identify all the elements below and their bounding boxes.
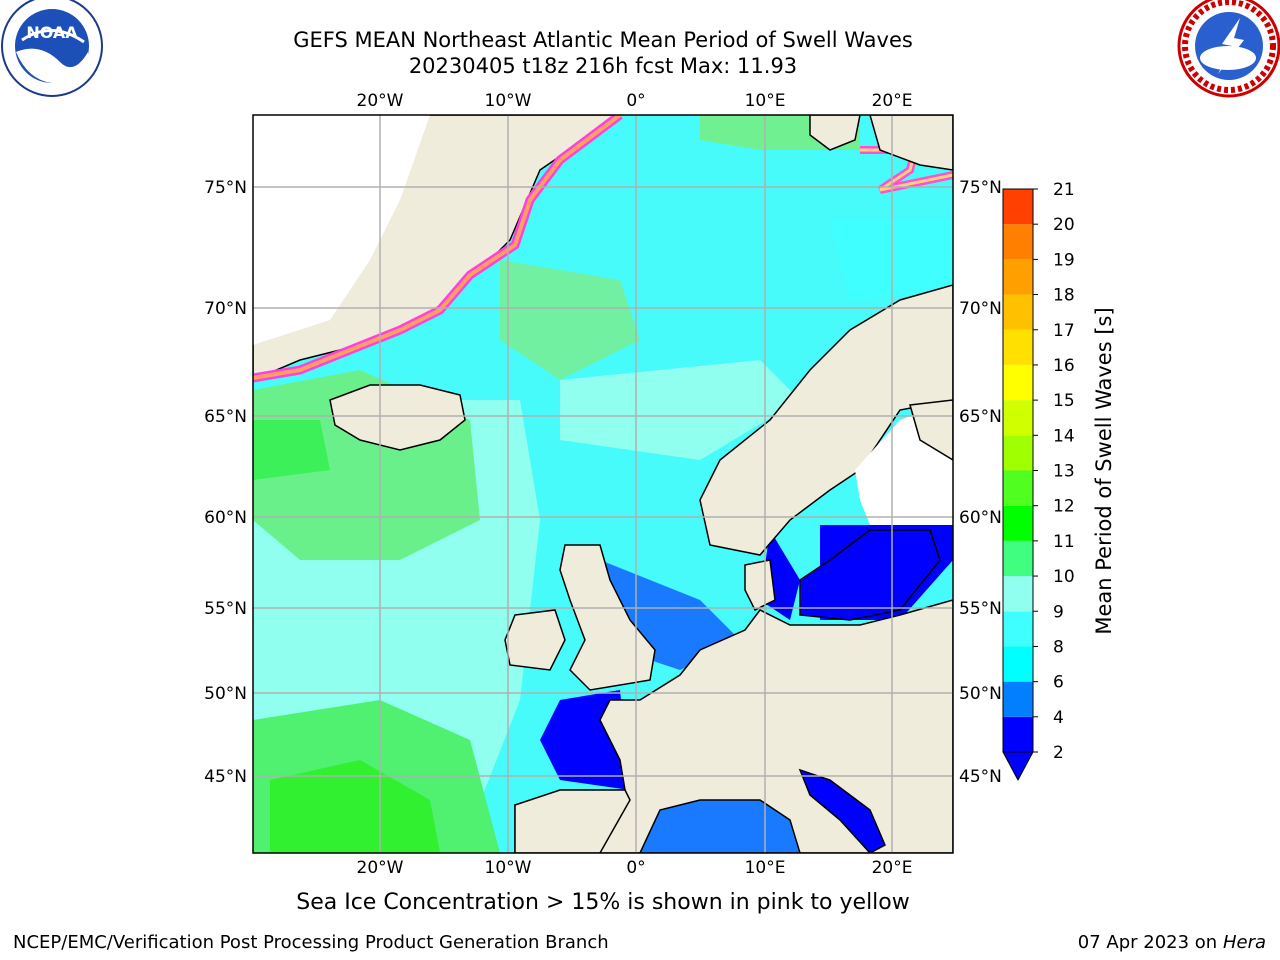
colorbar-segment	[1003, 329, 1033, 365]
colorbar-tick-label: 15	[1053, 391, 1075, 411]
colorbar-segment	[1003, 224, 1033, 260]
lon-label-bottom: 10°W	[485, 858, 532, 878]
lat-label-right: 70°N	[959, 299, 1002, 319]
colorbar-tick-label: 16	[1053, 356, 1075, 376]
colorbar-tick-label: 9	[1053, 602, 1064, 622]
lat-label-left: 60°N	[204, 508, 247, 528]
colorbar-segment	[1003, 400, 1033, 436]
colorbar-tick-label: 10	[1053, 567, 1075, 587]
colorbar-tick-label: 14	[1053, 426, 1075, 446]
lon-label-top: 0°	[626, 91, 645, 111]
noaa-logo: NOAA	[1, 0, 103, 97]
graticule	[253, 115, 953, 853]
colorbar-segment	[1003, 259, 1033, 295]
lat-labels-left: 75°N 70°N 65°N 60°N 55°N 50°N 45°N	[204, 178, 247, 787]
colorbar-segment	[1003, 540, 1033, 577]
colorbar-segment	[1003, 681, 1033, 717]
colorbar-segment	[1003, 646, 1033, 682]
land-scandinavia	[699, 284, 953, 556]
colorbar-segment	[1003, 364, 1033, 401]
lat-label-left: 70°N	[204, 299, 247, 319]
lon-label-bottom: 10°E	[745, 858, 786, 878]
noaa-logo-text: NOAA	[26, 23, 78, 42]
colorbar-tick-label: 17	[1053, 321, 1075, 341]
colorbar-segment	[1003, 189, 1033, 225]
lon-label-top: 10°E	[745, 91, 786, 111]
mediterranean-sea	[639, 799, 801, 853]
colorbar-segment	[1003, 435, 1033, 471]
colorbar-tick-label: 11	[1053, 532, 1075, 552]
land-ireland	[504, 609, 566, 671]
lat-label-right: 45°N	[959, 767, 1002, 787]
lon-label-top: 10°W	[485, 91, 532, 111]
footer-date: 07 Apr 2023 on Hera	[1078, 932, 1266, 953]
colorbar-label: Mean Period of Swell Waves [s]	[1092, 307, 1116, 634]
lon-label-top: 20°E	[872, 91, 913, 111]
colorbar-segment	[1003, 611, 1033, 647]
colorbar-tick-label: 6	[1053, 673, 1064, 693]
lon-label-bottom: 0°	[626, 858, 645, 878]
colorbar-segment	[1003, 505, 1033, 541]
colorbar-tick-label: 20	[1053, 215, 1075, 235]
colorbar-tick-label: 2	[1053, 743, 1064, 763]
colorbar-tick-label: 19	[1053, 250, 1075, 270]
colorbar-tick-label: 4	[1053, 708, 1064, 728]
lat-label-right: 50°N	[959, 684, 1002, 704]
lon-labels-top: 20°W 10°W 0° 10°E 20°E	[357, 91, 913, 111]
colorbar-tick-label: 12	[1053, 497, 1075, 517]
colorbar-segment	[1003, 576, 1033, 612]
chart-title: GEFS MEAN Northeast Atlantic Mean Period…	[293, 28, 913, 52]
sea-ice-caption: Sea Ice Concentration > 15% is shown in …	[296, 890, 910, 915]
colorbar-segment	[1003, 716, 1033, 752]
colorbar-segment	[1003, 294, 1033, 330]
baltic-sea	[799, 529, 941, 621]
lat-label-right: 55°N	[959, 599, 1002, 619]
footer-date-text: 07 Apr 2023 on	[1077, 932, 1223, 953]
lon-labels-bottom: 20°W 10°W 0° 10°E 20°E	[357, 858, 913, 878]
colorbar-segment	[1003, 470, 1033, 506]
lat-label-left: 45°N	[204, 767, 247, 787]
map-frame	[252, 114, 954, 854]
footer-credit: NCEP/EMC/Verification Post Processing Pr…	[13, 932, 609, 953]
lat-label-left: 75°N	[204, 178, 247, 198]
colorbar-tick-label: 8	[1053, 637, 1064, 657]
lon-label-bottom: 20°E	[872, 858, 913, 878]
colorbar-tick-label: 21	[1053, 180, 1075, 200]
lat-label-left: 65°N	[204, 407, 247, 427]
land-svalbard	[809, 115, 861, 151]
adriatic-sea	[798, 768, 886, 853]
lon-label-top: 20°W	[357, 91, 404, 111]
lat-label-right: 65°N	[959, 407, 1002, 427]
chart-subtitle: 20230405 t18z 216h fcst Max: 11.93	[408, 54, 798, 78]
colorbar-tick-label: 13	[1053, 462, 1075, 482]
lat-label-right: 60°N	[959, 508, 1002, 528]
lat-label-right: 75°N	[959, 178, 1002, 198]
nws-logo	[1177, 0, 1280, 98]
lat-labels-right: 75°N 70°N 65°N 60°N 55°N 50°N 45°N	[959, 178, 1002, 787]
lat-label-left: 55°N	[204, 599, 247, 619]
lat-label-left: 50°N	[204, 684, 247, 704]
colorbar-extend-arrow	[1002, 751, 1034, 782]
colorbar: 2 4 6 8 9 10 11 12 13 14 15 16 17 18 19 20 21	[1002, 180, 1075, 782]
colorbar-tick-label: 18	[1053, 286, 1075, 306]
lon-label-bottom: 20°W	[357, 858, 404, 878]
land-iceland	[329, 384, 466, 451]
footer-host: Hera	[1222, 932, 1266, 953]
land-great-britain	[559, 544, 656, 691]
